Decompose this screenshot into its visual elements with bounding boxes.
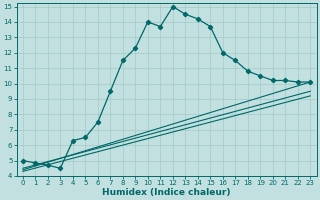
X-axis label: Humidex (Indice chaleur): Humidex (Indice chaleur) [102, 188, 231, 197]
